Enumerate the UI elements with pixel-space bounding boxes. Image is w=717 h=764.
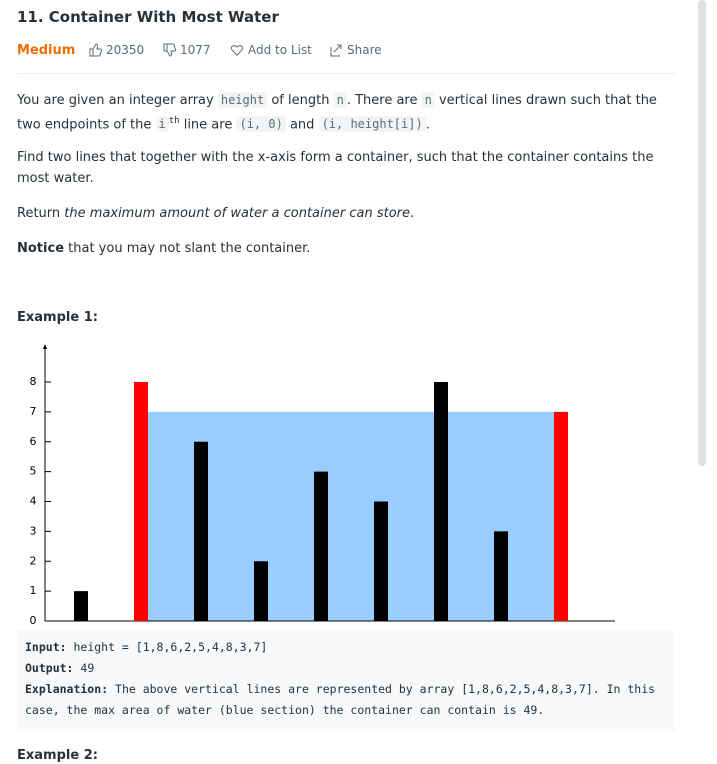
text-segment: (i, 0) [236,116,286,133]
code-line: Explanation: The above vertical lines ar… [25,679,667,721]
bar [554,411,568,621]
text-segment: 49 [73,661,95,675]
share-icon [330,44,342,57]
y-tick-label: 1 [30,584,37,597]
text-segment: height = [1,8,6,2,5,4,8,3,7] [66,640,268,654]
text-segment: Output: [25,661,74,675]
text-segment: line are [179,117,237,133]
code-line: Output: 49 [25,658,667,679]
share[interactable]: Share [329,43,382,57]
text-segment: and [285,117,319,133]
text-segment: th [168,116,180,126]
text-segment: of length [267,93,334,108]
text-segment: Return [17,206,65,221]
bar [254,561,268,621]
example-heading: Example 1: [17,310,98,325]
bar [314,471,328,621]
text-segment: that you may not slant the container. [64,241,311,256]
text-segment: (i, height[i]) [318,116,426,133]
text-segment: You are given an integer array [17,93,218,108]
dislike-button[interactable]: 1077 [162,43,211,57]
heart-icon [230,45,244,56]
bar [374,501,388,621]
paragraph: You are given an integer array height of… [17,90,667,135]
paragraph: Find two lines that together with the x-… [17,147,667,189]
axis-arrow [43,344,47,349]
paragraph: Return the maximum amount of water a con… [17,203,667,224]
like-icon [89,43,102,57]
difficulty: Medium [17,43,76,58]
bar [74,591,88,621]
text-segment: i [155,116,169,133]
text-segment: the maximum amount of water a container … [64,206,410,221]
share-label: Share [347,43,382,57]
dislike-icon [163,43,176,57]
y-tick-label: 0 [30,614,37,627]
y-tick-label: 5 [30,465,37,478]
bar [494,531,508,621]
y-tick-label: 3 [30,524,37,537]
text-segment: n [333,92,347,108]
text-segment: . There are [346,93,422,108]
example-figure: 0 1 2 3 4 5 6 7 8 [30,344,615,627]
y-tick-label: 4 [30,495,37,508]
bar [194,441,208,621]
bar [134,382,148,621]
text-segment: Input: [25,640,67,654]
y-tick-label: 2 [30,554,37,567]
scrollbar[interactable] [698,0,706,466]
y-tick-label: 6 [30,435,37,448]
example-heading: Example 2: [17,748,98,763]
text-segment: Explanation: [25,682,109,696]
text-segment: Notice [17,241,65,256]
text-segment: . [410,206,415,221]
paragraph: Notice that you may not slant the contai… [17,238,667,259]
add-to-list-label: Add to List [248,43,312,57]
add-to-list[interactable]: Add to List [230,43,312,57]
title: 11. Container With Most Water [17,8,279,26]
like-button[interactable]: 20350 [88,43,144,57]
text-segment: Find two lines that together with the x-… [17,150,654,186]
text-segment: The above vertical lines are represented… [25,682,656,717]
text-segment: vertical lines drawn such that the two e… [17,93,657,133]
y-tick-label: 7 [30,405,37,418]
dislike-count: 1077 [180,43,211,57]
bar [434,382,448,621]
water-area [148,411,554,621]
y-tick-label: 8 [30,375,37,388]
code-line: Input: height = [1,8,6,2,5,4,8,3,7] [25,637,667,658]
code-block: Input: height = [1,8,6,2,5,4,8,3,7] Outp… [17,630,675,732]
divider [17,73,675,74]
text-segment: . [425,117,430,133]
like-count: 20350 [106,43,145,57]
text-segment: height [217,92,268,108]
text-segment: n [421,92,435,108]
